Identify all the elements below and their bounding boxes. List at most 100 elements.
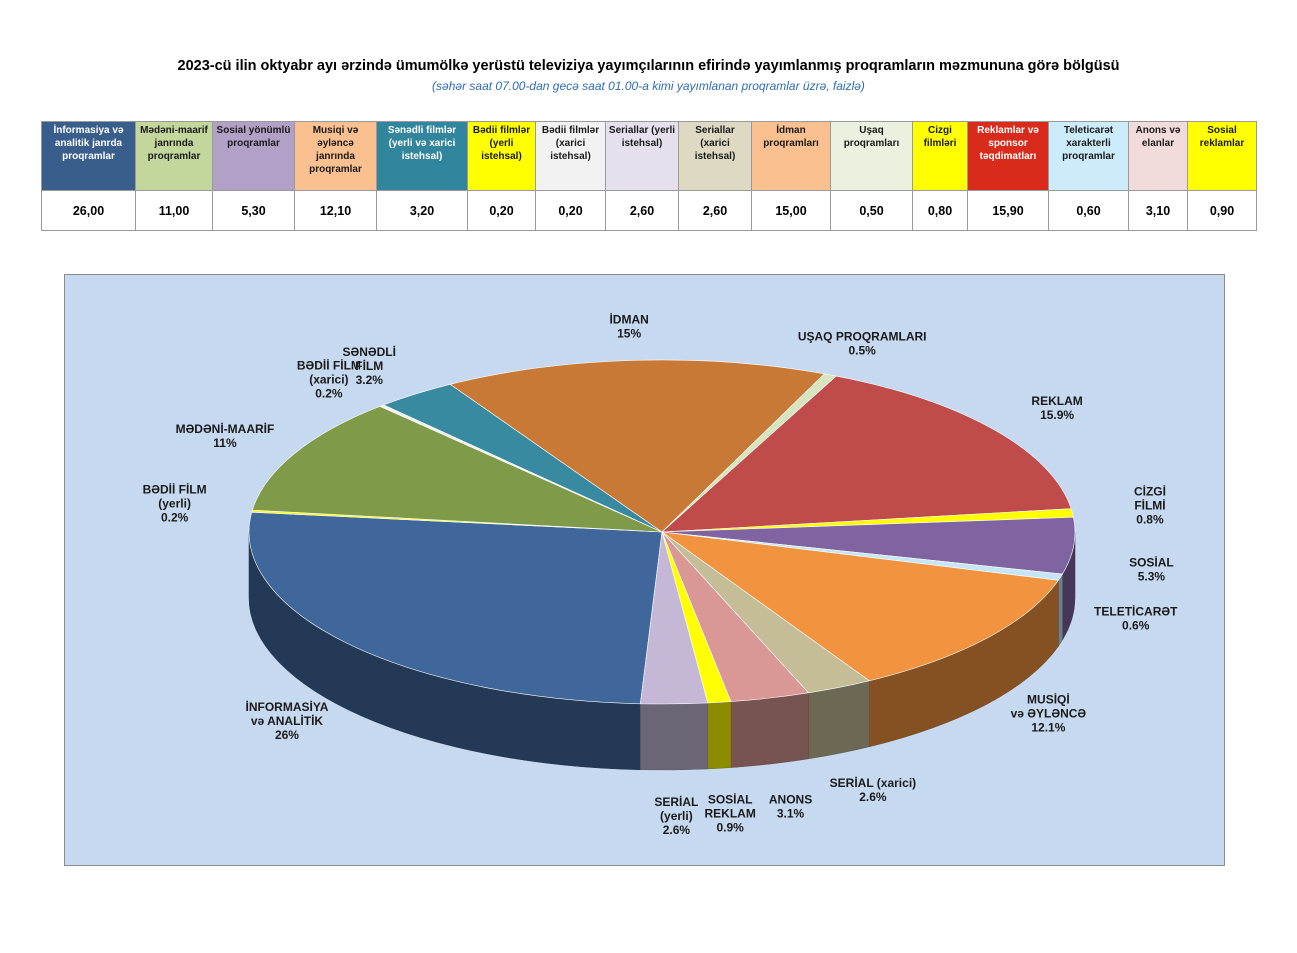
- pie-slice: [640, 531, 709, 705]
- slice-label: SOSİAL REKLAM 0.9%: [705, 791, 756, 834]
- table-header-cell: Teleticarət xarakterli proqramlar: [1048, 121, 1129, 191]
- slice-label: MƏDƏNİ-MAARİF 11%: [176, 421, 275, 450]
- table-value-cell: 3,10: [1128, 190, 1188, 231]
- slice-label-line: və ANALİTİK: [251, 713, 324, 728]
- slice-label-line: CİZGİ: [1134, 484, 1166, 499]
- slice-label: CİZGİ FİLMİ 0.8%: [1134, 484, 1166, 527]
- pie-slice: [251, 406, 663, 533]
- slice-label-line: 0.5%: [848, 344, 876, 358]
- slice-label: SERİAL (yerli) 2.6%: [654, 794, 698, 837]
- slice-label-line: və ƏYLƏNCƏ: [1011, 706, 1087, 720]
- slice-label: BƏDİİ FİLM (xarici) 0.2%: [297, 358, 361, 401]
- slice-label-line: SERİAL: [654, 794, 698, 809]
- slice-label-line: TELETİCARƏT: [1094, 603, 1178, 618]
- table-value-cell: 0,20: [535, 190, 606, 231]
- table-header-row: İnformasiya və analitik janrda proqramla…: [41, 121, 1257, 191]
- table-header-cell: Sosial reklamlar: [1187, 121, 1257, 191]
- page-title: 2023-cü ilin oktyabr ayı ərzində ümumölk…: [177, 58, 1120, 74]
- slice-label-line: MUSİQİ: [1027, 691, 1070, 706]
- pie-side-wall: [707, 701, 732, 770]
- slice-label-line: SOSİAL: [1129, 555, 1174, 570]
- slice-label: SƏNƏDLİ FİLM 3.2%: [343, 344, 396, 387]
- slice-label-line: BƏDİİ FİLM: [143, 482, 207, 497]
- slice-label-line: 15.9%: [1040, 408, 1074, 422]
- table-value-cell: 0,80: [912, 190, 968, 231]
- slice-label-line: 5.3%: [1138, 570, 1166, 584]
- pie-chart: İNFORMASİYA və ANALİTİK 26%BƏDİİ FİLM (yerl…: [143, 311, 1178, 836]
- table-value-cell: 15,00: [751, 190, 831, 231]
- slice-label-line: 0.2%: [315, 387, 343, 401]
- pie-label-group: İNFORMASİYA və ANALİTİK 26%BƏDİİ FİLM (yerl…: [143, 311, 1178, 836]
- pie-slice: [248, 511, 663, 705]
- page-subtitle: (səhər saat 07.00-dan gecə saat 01.00-a …: [432, 79, 865, 93]
- slice-label-line: SƏNƏDLİ: [343, 344, 396, 359]
- table-value-cell: 0,90: [1187, 190, 1257, 231]
- pie-top-group: [248, 359, 1076, 705]
- slice-label-line: SOSİAL: [708, 791, 753, 806]
- slice-label-line: 12.1%: [1031, 720, 1065, 734]
- table-value-cell: 0,50: [830, 190, 913, 231]
- slice-label-line: FİLM: [355, 358, 383, 373]
- table-value-cell: 5,30: [212, 190, 295, 231]
- slice-label-line: SERİAL (xarici): [830, 775, 916, 790]
- pie-side-wall: [808, 680, 870, 760]
- pie-slice: [661, 375, 1072, 533]
- slice-label: TELETİCARƏT 0.6%: [1094, 603, 1178, 632]
- category-table: İnformasiya və analitik janrda proqramla…: [41, 121, 1257, 231]
- table-header-cell: Musiqi və əyləncə janrında proqramlar: [294, 121, 377, 191]
- slice-label-line: 11%: [213, 436, 237, 450]
- slice-label: SOSİAL 5.3%: [1129, 555, 1174, 584]
- table-header-cell: Sosial yönümlü proqramlar: [212, 121, 295, 191]
- pie-side-wall: [640, 702, 708, 771]
- table-header-cell: Sənədli filmlər (yerli və xarici istehsa…: [376, 121, 468, 191]
- table-value-cell: 0,60: [1048, 190, 1129, 231]
- pie-slice: [661, 531, 1059, 682]
- slice-label-line: 2.6%: [663, 823, 691, 837]
- slice-label-line: 0.2%: [161, 511, 189, 525]
- table-header-cell: Reklamlar və sponsor təqdimatları: [967, 121, 1049, 191]
- slice-label: ANONS 3.1%: [769, 793, 812, 821]
- slice-label-line: İNFORMASİYA: [246, 699, 329, 714]
- slice-label-line: (xarici): [309, 373, 348, 387]
- slice-label-line: (yerli): [158, 497, 191, 511]
- pie-slice: [449, 359, 826, 533]
- pie-side-wall: [1058, 573, 1063, 648]
- table-header-cell: Bədii filmlər (xarici istehsal): [535, 121, 606, 191]
- slice-label-line: 0.9%: [716, 820, 744, 834]
- table-value-cell: 11,00: [135, 190, 213, 231]
- table-value-cell: 15,90: [967, 190, 1049, 231]
- table-header-cell: Seriallar (yerli istehsal): [605, 121, 679, 191]
- table-value-cell: 2,60: [605, 190, 679, 231]
- table-value-cell: 0,20: [467, 190, 536, 231]
- slice-label-line: BƏDİİ FİLM: [297, 358, 361, 373]
- slice-label-line: 3.1%: [777, 807, 805, 821]
- slice-label-line: REKLAM: [705, 806, 756, 820]
- slice-label: MUSİQİ və ƏYLƏNCƏ 12.1%: [1011, 691, 1087, 734]
- slice-label-line: İDMAN: [609, 311, 648, 326]
- table-header-cell: İnformasiya və analitik janrda proqramla…: [41, 121, 136, 191]
- slice-label-line: 3.2%: [356, 373, 384, 387]
- slice-label-line: ANONS: [769, 793, 812, 807]
- table-header-cell: Bədii filmlər (yerli istehsal): [467, 121, 536, 191]
- slice-label-line: 15%: [617, 326, 641, 340]
- slice-label-line: 26%: [275, 728, 299, 742]
- table-value-row: 26,00 11,00 5,30 12,10 3,20 0,20 0,20 2,60 2,60 1…: [41, 190, 1257, 231]
- slice-label-line: 2.6%: [859, 790, 887, 804]
- slice-label: BƏDİİ FİLM (yerli) 0.2%: [143, 482, 207, 525]
- slice-label: İNFORMASİYA və ANALİTİK 26%: [246, 699, 329, 742]
- slice-label: REKLAM 15.9%: [1031, 394, 1082, 422]
- slice-label-line: MƏDƏNİ-MAARİF: [176, 421, 275, 436]
- table-header-cell: Uşaq proqramları: [830, 121, 913, 191]
- table-header-cell: Seriallar (xarici istehsal): [678, 121, 752, 191]
- pie-slice: [661, 516, 1076, 575]
- table-header-cell: Cizgi filmləri: [912, 121, 968, 191]
- table-header-cell: Anons və elanlar: [1128, 121, 1188, 191]
- slice-label: SERİAL (xarici) 2.6%: [830, 775, 916, 804]
- slice-label: İDMAN 15%: [609, 311, 648, 340]
- slice-label: UŞAQ PROQRAMLARI 0.5%: [798, 330, 927, 358]
- slice-label-line: FİLMİ: [1134, 498, 1165, 513]
- slice-label-line: UŞAQ PROQRAMLARI: [798, 330, 927, 344]
- table-header-cell: Mədəni-maarif janrında proqramlar: [135, 121, 213, 191]
- table-value-cell: 26,00: [41, 190, 136, 231]
- slice-label-line: REKLAM: [1031, 394, 1082, 408]
